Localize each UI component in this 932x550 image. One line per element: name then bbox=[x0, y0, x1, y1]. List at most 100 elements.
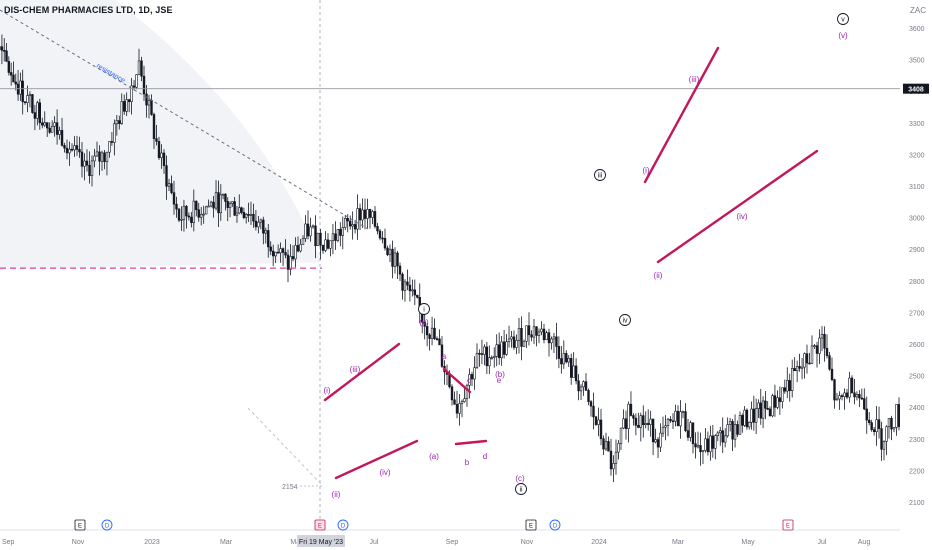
wave-label: (ii) bbox=[332, 490, 341, 499]
x-tick-label: May bbox=[741, 539, 755, 546]
candle-body bbox=[187, 215, 191, 218]
candle-body bbox=[118, 120, 121, 124]
candle-body bbox=[95, 151, 99, 157]
candle-body bbox=[453, 399, 456, 405]
candle-body bbox=[587, 390, 590, 402]
candle-body bbox=[162, 152, 166, 166]
candle-body bbox=[733, 424, 737, 440]
candle-body bbox=[306, 223, 310, 237]
candle-body bbox=[202, 213, 205, 216]
candle-body bbox=[684, 411, 687, 431]
candle-body bbox=[468, 374, 471, 386]
candle-body bbox=[185, 205, 188, 217]
x-tick-label: Mar bbox=[220, 539, 233, 546]
candle-body bbox=[858, 394, 861, 399]
x-tick-label: Jul bbox=[370, 539, 379, 546]
candle-body bbox=[366, 209, 369, 219]
candle-body bbox=[279, 248, 282, 254]
candle-body bbox=[41, 122, 44, 126]
candle-body bbox=[21, 80, 24, 102]
candle-body bbox=[339, 229, 342, 236]
candle-body bbox=[100, 152, 104, 162]
candle-body bbox=[656, 439, 660, 448]
wave-trendline bbox=[656, 149, 819, 264]
candle-body bbox=[545, 332, 548, 341]
x-tick-label: Mar bbox=[672, 539, 685, 546]
y-tick-label: 2500 bbox=[909, 374, 925, 381]
candle-body bbox=[135, 74, 138, 88]
candle-body bbox=[351, 224, 354, 227]
candle-body bbox=[393, 252, 397, 267]
candle-body bbox=[823, 333, 826, 349]
wave-label: (i) bbox=[323, 386, 330, 395]
candle-body bbox=[813, 345, 816, 347]
candle-body bbox=[85, 160, 89, 166]
wave-label: a bbox=[442, 352, 447, 361]
candle-body bbox=[594, 416, 598, 425]
candle-body bbox=[781, 387, 784, 402]
candle-body bbox=[120, 101, 123, 124]
candle-body bbox=[361, 209, 364, 221]
dividend-marker-label: D bbox=[341, 524, 346, 530]
candle-body bbox=[810, 345, 814, 364]
y-tick-label: 2100 bbox=[909, 500, 925, 507]
candle-body bbox=[460, 401, 464, 404]
candle-body bbox=[745, 409, 749, 428]
candle-body bbox=[651, 418, 655, 443]
candle-body bbox=[428, 334, 431, 339]
candle-body bbox=[55, 122, 59, 135]
y-tick-label: 2700 bbox=[909, 310, 925, 317]
candle-body bbox=[140, 60, 143, 77]
wave-label: (ii) bbox=[654, 271, 663, 280]
candle-body bbox=[706, 438, 710, 453]
earnings-marker bbox=[74, 519, 86, 531]
candle-body bbox=[127, 99, 131, 102]
candle-body bbox=[661, 426, 665, 434]
candle-body bbox=[634, 417, 638, 426]
candle-body bbox=[612, 463, 615, 470]
candle-body bbox=[3, 49, 6, 52]
candle-body bbox=[195, 200, 198, 211]
candle-body bbox=[433, 327, 436, 339]
candle-body bbox=[838, 395, 841, 400]
candle-body bbox=[649, 418, 652, 425]
wave-label: e bbox=[497, 376, 502, 385]
wave-label: (a) bbox=[429, 452, 439, 461]
candle-body bbox=[271, 250, 275, 257]
candle-body bbox=[719, 430, 722, 434]
candle-body bbox=[252, 213, 255, 222]
candle-body bbox=[855, 394, 859, 398]
candle-body bbox=[200, 214, 203, 218]
earnings-marker bbox=[314, 519, 326, 531]
candle-body bbox=[497, 344, 501, 359]
candle-body bbox=[192, 200, 196, 223]
candle-body bbox=[845, 392, 849, 398]
wave-label: iv bbox=[622, 318, 628, 325]
candle-body bbox=[584, 381, 588, 391]
candle-body bbox=[165, 165, 168, 187]
candle-body bbox=[748, 421, 751, 428]
candle-body bbox=[609, 450, 613, 470]
candle-body bbox=[617, 443, 620, 453]
candle-body bbox=[425, 326, 429, 336]
candle-body bbox=[607, 441, 610, 452]
candle-body bbox=[654, 439, 657, 443]
candle-body bbox=[160, 152, 163, 158]
candle-body bbox=[396, 252, 399, 267]
candle-body bbox=[752, 408, 756, 423]
wave-label: iii bbox=[598, 173, 603, 180]
candle-body bbox=[726, 424, 729, 437]
candle-body bbox=[53, 122, 56, 127]
candle-body bbox=[68, 148, 71, 154]
candle-body bbox=[269, 246, 272, 252]
candle-body bbox=[291, 256, 295, 260]
candle-body bbox=[197, 209, 200, 218]
candle-body bbox=[257, 221, 260, 228]
candle-body bbox=[721, 430, 724, 443]
dividend-marker bbox=[337, 519, 349, 531]
candle-body bbox=[843, 392, 846, 398]
candle-body bbox=[525, 325, 528, 342]
x-tick-label: 2023 bbox=[144, 539, 160, 546]
earnings-marker bbox=[782, 519, 794, 531]
